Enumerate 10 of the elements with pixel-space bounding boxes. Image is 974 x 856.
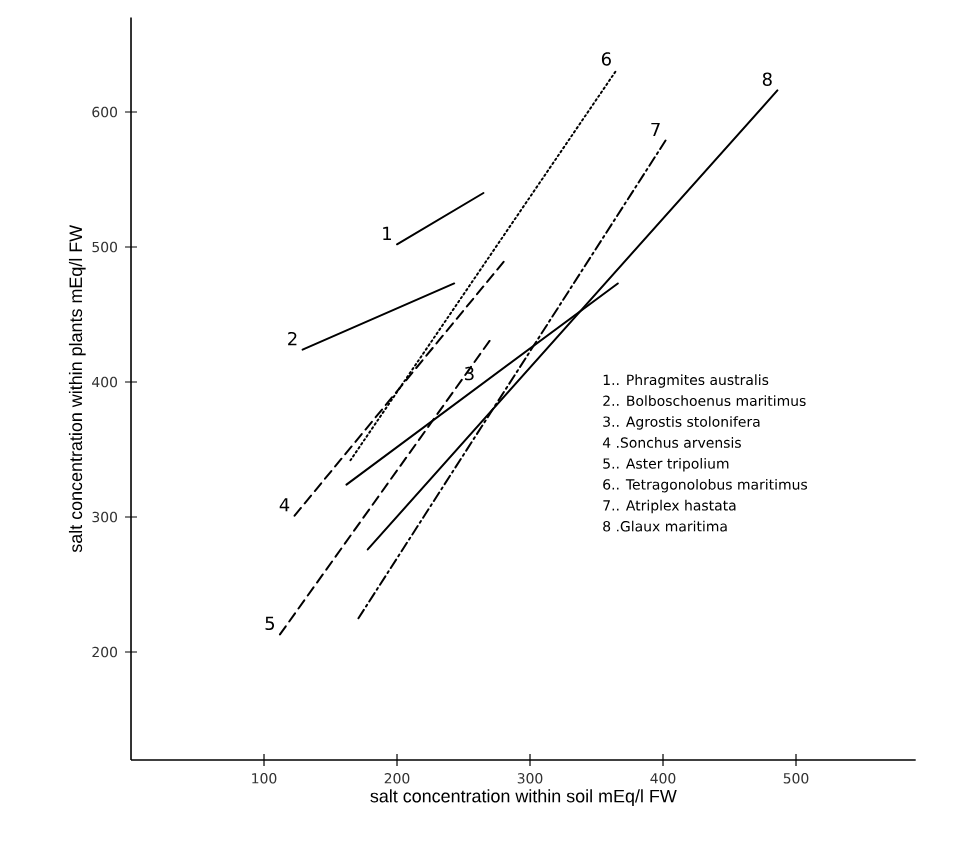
- annotation: 4: [279, 498, 290, 512]
- annotation: 7: [651, 122, 660, 136]
- annotation: 8: [762, 72, 772, 87]
- x-axis-title: salt concentration within soil mEq/l FW: [370, 789, 677, 806]
- y-axis-title: salt concentration within plants mEq/l FW: [68, 224, 86, 553]
- annotation: 2: [288, 331, 297, 346]
- annotation: 1: [383, 226, 391, 240]
- annotation: 6: [601, 52, 611, 66]
- annotation: 5: [265, 616, 275, 631]
- annotation: 3: [465, 366, 474, 381]
